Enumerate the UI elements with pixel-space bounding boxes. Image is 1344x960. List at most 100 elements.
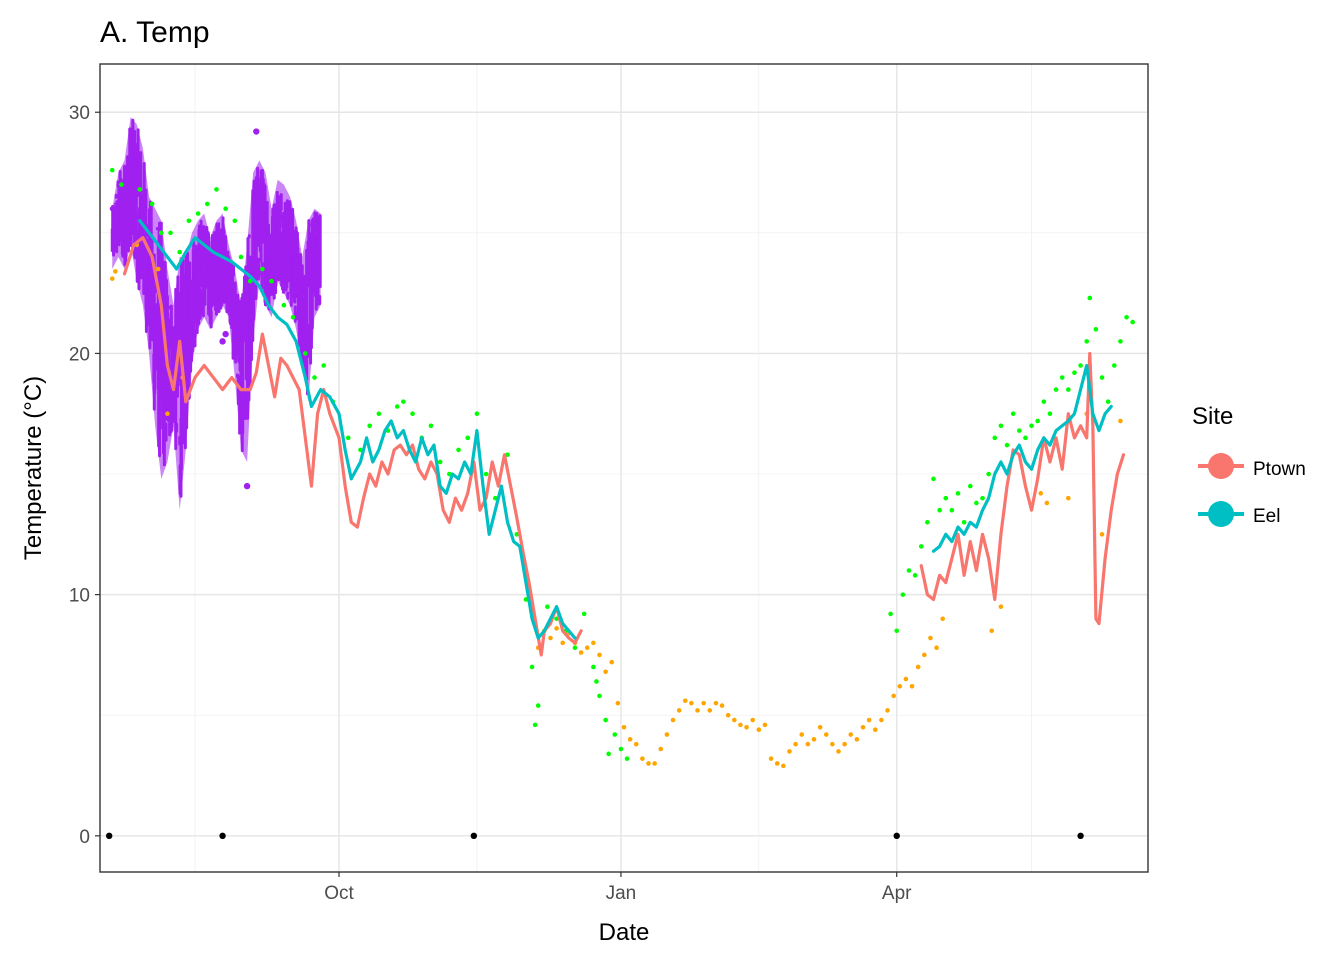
orange-point bbox=[1099, 532, 1105, 537]
legend-item-eel: Eel bbox=[1198, 501, 1280, 527]
x-tick-label: Jan bbox=[606, 883, 637, 904]
orange-point bbox=[922, 652, 927, 658]
legend-title: Site bbox=[1192, 403, 1233, 430]
orange-point bbox=[830, 741, 835, 747]
green-point bbox=[894, 628, 900, 634]
green-point bbox=[594, 679, 599, 684]
green-point bbox=[474, 411, 480, 417]
orange-point bbox=[646, 761, 651, 766]
green-point bbox=[980, 495, 985, 501]
orange-point bbox=[885, 708, 890, 713]
plot-area bbox=[105, 117, 1135, 840]
green-point bbox=[119, 182, 124, 187]
orange-point bbox=[787, 749, 792, 754]
green-point bbox=[1035, 418, 1040, 424]
green-point bbox=[1010, 411, 1016, 417]
green-point bbox=[281, 302, 287, 308]
orange-point bbox=[621, 724, 627, 730]
purple-band-point bbox=[109, 206, 115, 212]
orange-point bbox=[811, 737, 817, 742]
orange-point bbox=[165, 411, 170, 417]
orange-point bbox=[591, 640, 596, 646]
orange-point bbox=[934, 645, 939, 650]
orange-point bbox=[689, 700, 694, 706]
orange-point bbox=[817, 724, 823, 730]
orange-point bbox=[744, 724, 749, 730]
green-point bbox=[612, 732, 618, 737]
orange-point bbox=[891, 693, 896, 699]
orange-point bbox=[707, 708, 713, 713]
green-point bbox=[158, 230, 164, 236]
green-point bbox=[465, 435, 471, 441]
green-point bbox=[1111, 363, 1117, 368]
orange-point bbox=[903, 676, 909, 682]
green-point bbox=[912, 573, 918, 578]
green-point bbox=[204, 201, 210, 207]
orange-point bbox=[640, 756, 645, 761]
panel-border bbox=[99, 63, 1149, 873]
chart-title: A. Temp bbox=[100, 16, 210, 49]
orange-point bbox=[836, 749, 841, 754]
x-axis-title: Date bbox=[599, 919, 650, 946]
orange-point bbox=[872, 727, 878, 732]
green-point bbox=[545, 604, 550, 609]
green-point bbox=[1078, 363, 1083, 368]
orange-point bbox=[940, 616, 945, 622]
orange-point bbox=[909, 683, 915, 689]
orange-point bbox=[1066, 495, 1071, 501]
orange-point bbox=[109, 276, 115, 281]
green-point bbox=[1099, 375, 1105, 380]
orange-point bbox=[1118, 418, 1123, 424]
orange-point bbox=[732, 717, 737, 723]
green-point bbox=[312, 375, 317, 380]
series-eel-line bbox=[138, 219, 577, 640]
x-axis: Oct Jan Apr bbox=[324, 872, 912, 904]
green-point bbox=[1124, 314, 1129, 320]
orange-point bbox=[998, 604, 1004, 609]
orange-point bbox=[866, 717, 872, 723]
legend-key-dot-ptown bbox=[1208, 453, 1234, 479]
green-point bbox=[214, 187, 219, 192]
orange-point bbox=[658, 746, 664, 752]
x-tick-label: Oct bbox=[324, 883, 354, 904]
y-axis: 0 10 20 30 bbox=[69, 103, 100, 848]
orange-point bbox=[603, 669, 608, 675]
series-eel bbox=[138, 219, 1113, 640]
orange-point bbox=[548, 635, 553, 641]
green-point bbox=[931, 476, 936, 482]
orange-point bbox=[793, 741, 798, 747]
green-point bbox=[998, 423, 1004, 429]
y-tick-label: 20 bbox=[69, 344, 90, 365]
legend-label-ptown: Ptown bbox=[1253, 459, 1306, 480]
orange-point bbox=[768, 756, 774, 761]
orange-point bbox=[554, 626, 559, 631]
black-point bbox=[470, 832, 478, 840]
green-point bbox=[986, 471, 991, 477]
series-ptown bbox=[122, 236, 1126, 657]
green-point bbox=[532, 722, 538, 728]
green-point bbox=[1053, 387, 1059, 392]
orange-point bbox=[848, 732, 854, 737]
green-point bbox=[410, 411, 415, 417]
green-point bbox=[535, 703, 541, 708]
green-point bbox=[195, 211, 201, 216]
orange-point bbox=[897, 683, 903, 689]
green-point bbox=[428, 423, 434, 429]
y-tick-label: 0 bbox=[79, 827, 90, 848]
green-point bbox=[232, 218, 238, 224]
green-point bbox=[974, 500, 979, 506]
green-point bbox=[888, 611, 893, 617]
orange-point bbox=[695, 708, 700, 713]
green-point bbox=[1072, 370, 1077, 376]
green-point bbox=[1029, 423, 1034, 429]
black-point bbox=[893, 832, 900, 840]
green-point bbox=[437, 459, 443, 465]
orange-point bbox=[756, 727, 762, 732]
green-point bbox=[606, 751, 611, 757]
green-point bbox=[1105, 399, 1111, 404]
green-point bbox=[943, 495, 949, 501]
green-point bbox=[1023, 435, 1028, 441]
orange-point bbox=[633, 741, 639, 747]
orange-point bbox=[615, 700, 621, 706]
